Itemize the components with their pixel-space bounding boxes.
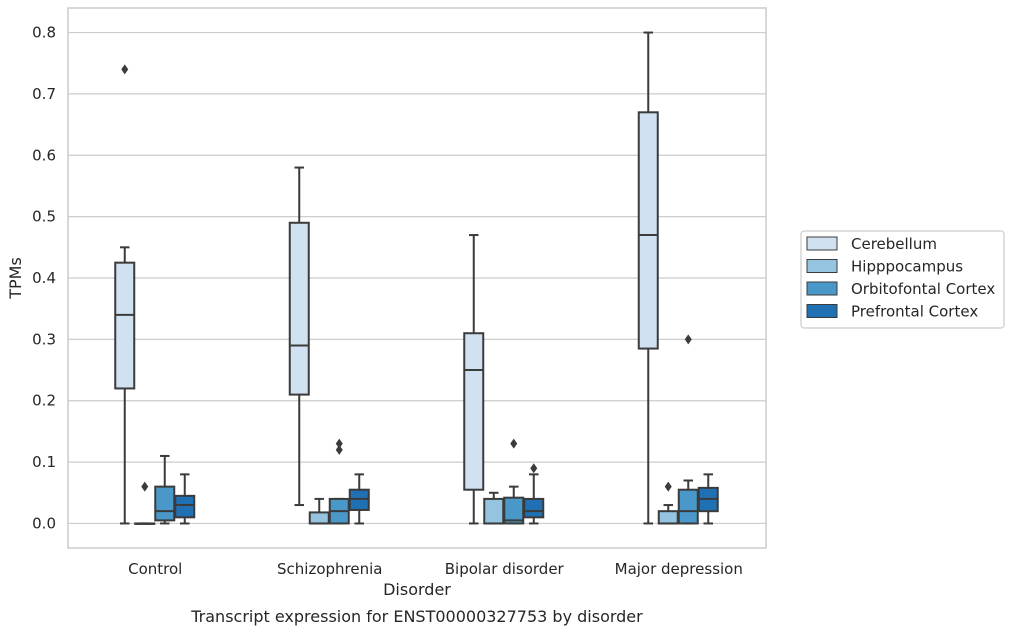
legend-frame: [800, 230, 1005, 329]
plot-frame: [67, 7, 767, 549]
x-tick-labels: Control Schizophrenia Bipolar disorder Majo…: [128, 560, 743, 578]
x-tick-label: Control: [128, 560, 182, 578]
legend-swatch: [806, 304, 838, 318]
legend-swatch: [806, 236, 838, 251]
iqr-box: [657, 510, 679, 525]
legend-swatch: [806, 259, 838, 273]
iqr-box: [308, 511, 330, 525]
legend-label: Hipppocampus: [851, 258, 963, 276]
iqr-box: [174, 494, 196, 519]
iqr-box: [463, 332, 485, 491]
iqr-box: [483, 497, 505, 525]
outlier-point: [664, 481, 672, 492]
y-axis-title: TPMs: [6, 257, 25, 300]
box-prefrontal-cortex: [348, 473, 370, 525]
iqr-box: [288, 221, 310, 396]
legend-swatch: [806, 281, 838, 296]
outlier-point: [335, 438, 343, 449]
box-orbitofontal-cortex: [503, 438, 525, 525]
iqr-box: [637, 111, 659, 350]
y-tick-label: 0.3: [32, 330, 56, 348]
legend-label: Cerebellum: [851, 235, 937, 253]
box-cerebellum: [637, 31, 659, 525]
iqr-box: [114, 261, 136, 390]
y-tick-label: 0.6: [32, 146, 56, 164]
box-hipppocampus: [657, 481, 679, 525]
y-tick-label: 0.7: [32, 85, 56, 103]
box-cerebellum: [114, 64, 136, 525]
legend: Cerebellum Hipppocampus Orbitofontal Corte…: [800, 230, 1005, 329]
box-hipppocampus: [308, 497, 330, 525]
y-tick-label: 0.1: [32, 453, 56, 471]
y-tick-label: 0.0: [32, 514, 56, 532]
outlier-point: [141, 481, 149, 492]
boxes: [114, 31, 719, 525]
x-tick-label: Major depression: [615, 560, 743, 578]
x-axis-title: Disorder: [383, 580, 451, 599]
box-orbitofontal-cortex: [677, 334, 699, 525]
outlier-point: [510, 438, 518, 449]
box-prefrontal-cortex: [523, 463, 545, 525]
box-cerebellum: [288, 166, 310, 507]
box-hipppocampus: [483, 491, 505, 525]
outlier-point: [335, 444, 343, 455]
y-tick-label: 0.4: [32, 269, 56, 287]
box-orbitofontal-cortex: [328, 438, 350, 525]
box-prefrontal-cortex: [697, 473, 719, 525]
iqr-box: [677, 488, 699, 525]
x-tick-label: Schizophrenia: [277, 560, 382, 578]
outlier-point: [684, 334, 692, 345]
figure-caption: Transcript expression for ENST0000032775…: [190, 607, 643, 626]
y-tick-labels: 0.0 0.1 0.2 0.3 0.4 0.5 0.6 0.7 0.8: [32, 24, 56, 533]
box-hipppocampus: [134, 481, 156, 525]
legend-label: Prefrontal Cortex: [851, 303, 978, 321]
box-cerebellum: [463, 234, 485, 525]
iqr-box: [523, 497, 545, 519]
outlier-point: [121, 64, 129, 75]
iqr-box: [154, 485, 176, 522]
x-tick-label: Bipolar disorder: [445, 560, 565, 578]
outlier-point: [530, 463, 538, 474]
y-tick-label: 0.8: [32, 24, 56, 42]
legend-label: Orbitofontal Cortex: [851, 280, 995, 298]
gridlines: [68, 31, 766, 525]
y-tick-label: 0.2: [32, 392, 56, 410]
box-prefrontal-cortex: [174, 473, 196, 525]
box-orbitofontal-cortex: [154, 454, 176, 525]
y-tick-label: 0.5: [32, 208, 56, 226]
